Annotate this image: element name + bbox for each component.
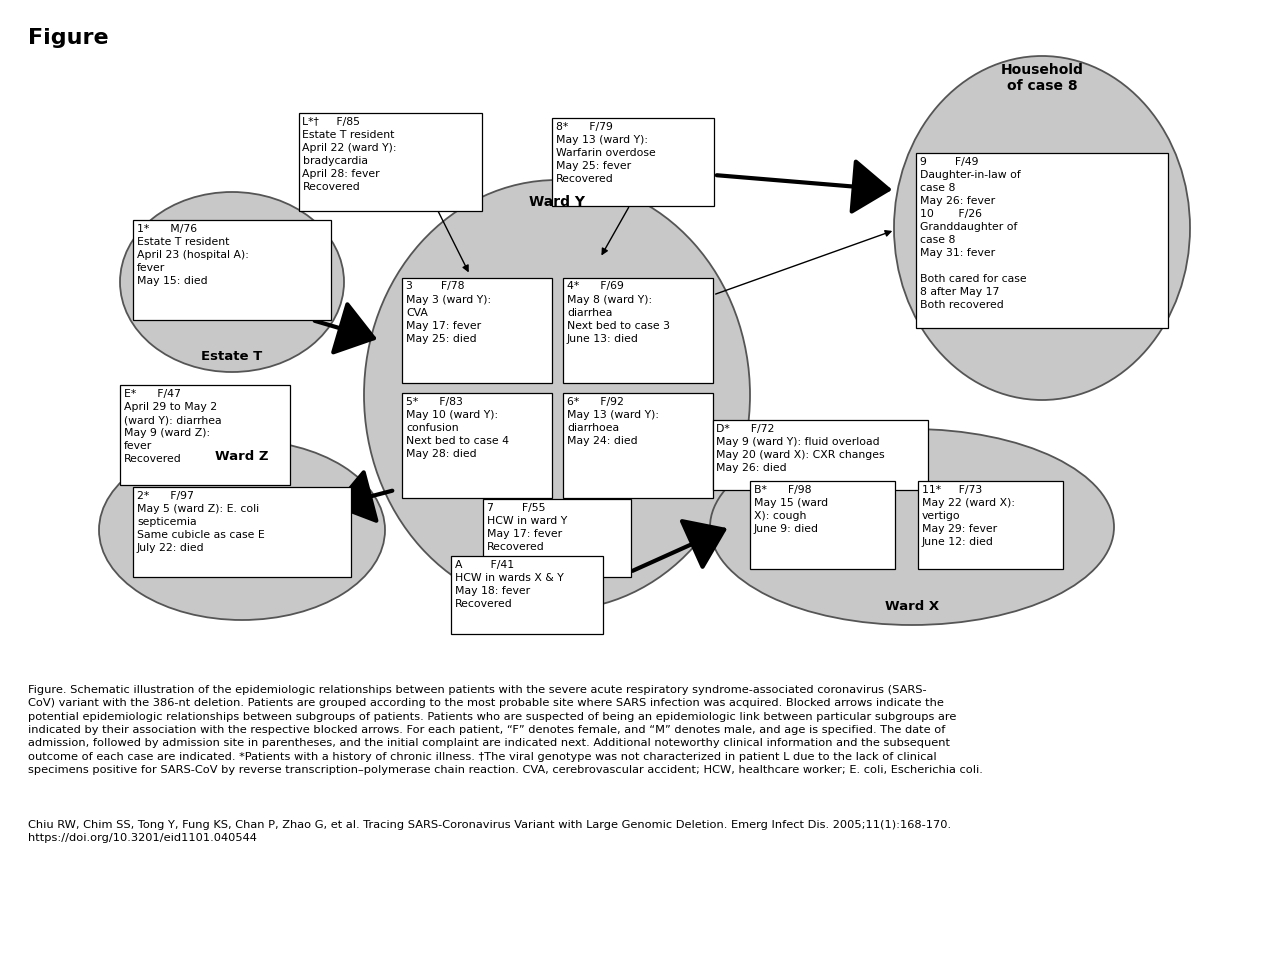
Ellipse shape [364,180,750,610]
Text: 11*     F/73
May 22 (ward X):
vertigo
May 29: fever
June 12: died: 11* F/73 May 22 (ward X): vertigo May 29… [922,485,1015,547]
FancyBboxPatch shape [402,277,552,382]
Text: Ward Z: Ward Z [215,449,269,463]
FancyBboxPatch shape [563,393,713,497]
Text: 2*      F/97
May 5 (ward Z): E. coli
septicemia
Same cubicle as case E
July 22: : 2* F/97 May 5 (ward Z): E. coli septicem… [137,491,265,553]
FancyBboxPatch shape [750,481,895,569]
FancyBboxPatch shape [713,420,928,490]
Text: 5*      F/83
May 10 (ward Y):
confusion
Next bed to case 4
May 28: died: 5* F/83 May 10 (ward Y): confusion Next … [406,396,509,459]
FancyBboxPatch shape [918,481,1062,569]
Text: Estate T: Estate T [201,349,262,363]
Text: 8*      F/79
May 13 (ward Y):
Warfarin overdose
May 25: fever
Recovered: 8* F/79 May 13 (ward Y): Warfarin overdo… [556,122,655,184]
FancyBboxPatch shape [133,220,332,320]
Text: L*†     F/85
Estate T resident
April 22 (ward Y):
bradycardia
April 28: fever
Re: L*† F/85 Estate T resident April 22 (war… [302,117,397,192]
Text: Figure. Schematic illustration of the epidemiologic relationships between patien: Figure. Schematic illustration of the ep… [28,685,983,775]
Ellipse shape [99,440,385,620]
FancyBboxPatch shape [451,556,603,634]
FancyBboxPatch shape [552,118,714,206]
Ellipse shape [120,192,344,372]
FancyBboxPatch shape [133,487,351,577]
Ellipse shape [710,429,1114,625]
Text: Household
of case 8: Household of case 8 [1001,63,1083,93]
Text: B*      F/98
May 15 (ward
X): cough
June 9: died: B* F/98 May 15 (ward X): cough June 9: d… [754,485,828,534]
FancyBboxPatch shape [402,393,552,497]
Text: 4*      F/69
May 8 (ward Y):
diarrhea
Next bed to case 3
June 13: died: 4* F/69 May 8 (ward Y): diarrhea Next be… [567,281,669,344]
FancyBboxPatch shape [298,113,481,211]
FancyBboxPatch shape [120,385,291,485]
Text: Chiu RW, Chim SS, Tong Y, Fung KS, Chan P, Zhao G, et al. Tracing SARS-Coronavir: Chiu RW, Chim SS, Tong Y, Fung KS, Chan … [28,820,951,844]
Text: D*      F/72
May 9 (ward Y): fluid overload
May 20 (ward X): CXR changes
May 26:: D* F/72 May 9 (ward Y): fluid overload M… [717,424,886,473]
Text: 6*      F/92
May 13 (ward Y):
diarrhoea
May 24: died: 6* F/92 May 13 (ward Y): diarrhoea May 2… [567,396,659,445]
FancyBboxPatch shape [916,153,1169,327]
Text: 7        F/55
HCW in ward Y
May 17: fever
Recovered: 7 F/55 HCW in ward Y May 17: fever Recov… [486,503,567,552]
Text: 1*      M/76
Estate T resident
April 23 (hospital A):
fever
May 15: died: 1* M/76 Estate T resident April 23 (hosp… [137,224,248,286]
Text: E*      F/47
April 29 to May 2
(ward Y): diarrhea
May 9 (ward Z):
fever
Recovere: E* F/47 April 29 to May 2 (ward Y): diar… [124,389,221,465]
Text: Figure: Figure [28,28,109,48]
Text: 3        F/78
May 3 (ward Y):
CVA
May 17: fever
May 25: died: 3 F/78 May 3 (ward Y): CVA May 17: fever… [406,281,492,344]
Text: 9        F/49
Daughter-in-law of
case 8
May 26: fever
10       F/26
Granddaughte: 9 F/49 Daughter-in-law of case 8 May 26:… [920,156,1027,310]
FancyBboxPatch shape [563,277,713,382]
FancyBboxPatch shape [483,499,631,577]
Text: A        F/41
HCW in wards X & Y
May 18: fever
Recovered: A F/41 HCW in wards X & Y May 18: fever … [454,560,563,610]
Text: Ward X: Ward X [884,601,940,613]
Text: Ward Y: Ward Y [529,195,585,209]
Ellipse shape [893,56,1190,400]
